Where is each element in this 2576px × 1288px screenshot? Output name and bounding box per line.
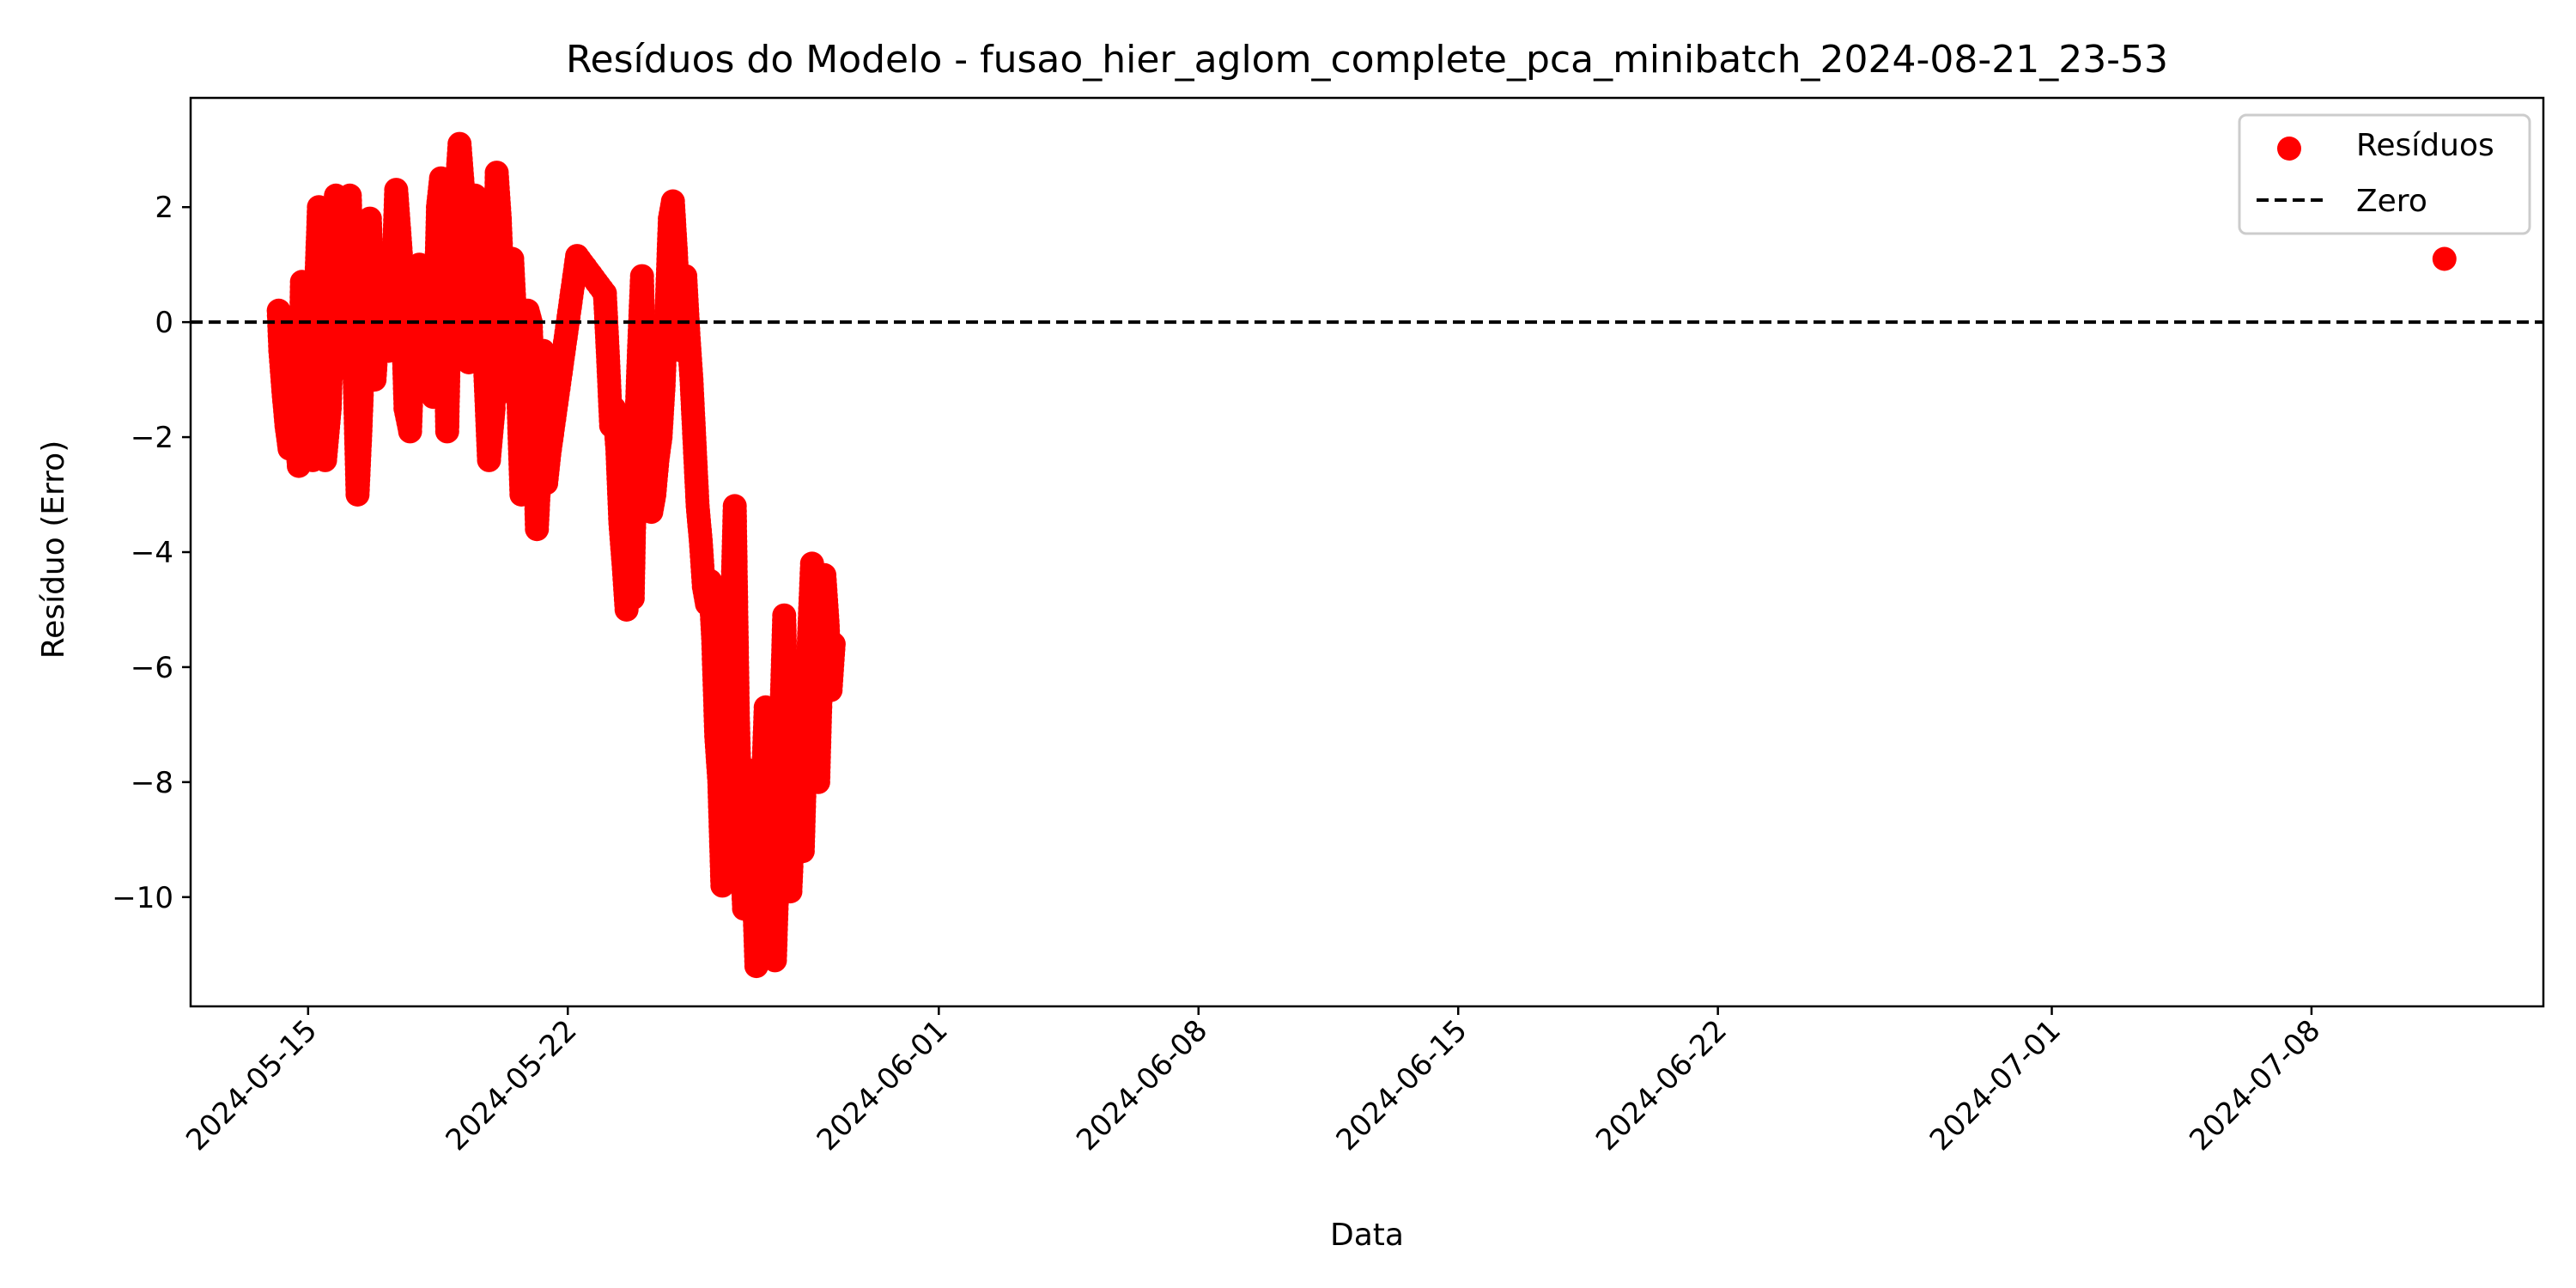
data-point xyxy=(2432,246,2457,271)
y-tick-label: −10 xyxy=(112,881,173,915)
y-tick-label: −4 xyxy=(131,536,173,570)
legend-marker-residuos xyxy=(2277,137,2301,161)
legend-label-residuos: Resíduos xyxy=(2356,128,2494,163)
y-tick-label: 2 xyxy=(155,191,173,225)
legend-label-zero: Zero xyxy=(2356,184,2427,219)
scatter-series-residuos xyxy=(266,131,2457,979)
x-axis-label: Data xyxy=(1330,1218,1404,1253)
y-tick-label: −8 xyxy=(131,766,173,800)
y-tick-label: −6 xyxy=(131,651,173,685)
legend-box xyxy=(2238,113,2531,235)
y-tick-label: 0 xyxy=(155,306,173,340)
data-point xyxy=(821,632,846,657)
chart-title: Resíduos do Modelo - fusao_hier_aglom_co… xyxy=(566,38,2168,82)
legend: Resíduos Zero xyxy=(2238,113,2531,235)
y-tick-label: −2 xyxy=(131,421,173,455)
y-axis-label: Resíduo (Erro) xyxy=(36,440,71,659)
